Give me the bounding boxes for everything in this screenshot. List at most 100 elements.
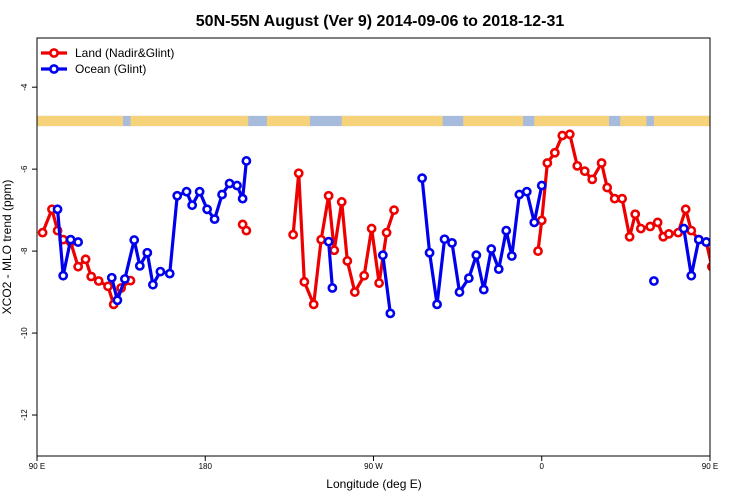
data-point bbox=[744, 301, 750, 308]
x-tick-label: 90 E bbox=[702, 462, 718, 471]
data-point bbox=[148, 279, 158, 290]
data-point bbox=[202, 204, 213, 215]
chart-title: 50N-55N August (Ver 9) 2014-09-06 to 201… bbox=[196, 13, 565, 30]
data-point bbox=[385, 308, 396, 319]
data-point bbox=[521, 186, 532, 197]
y-tick-label: -6 bbox=[20, 165, 29, 173]
data-point bbox=[649, 276, 659, 286]
data-point bbox=[103, 281, 113, 292]
data-point bbox=[119, 274, 130, 284]
data-point bbox=[86, 271, 97, 282]
series-ocean bbox=[52, 156, 749, 319]
data-point bbox=[327, 283, 338, 293]
series-layer bbox=[37, 129, 750, 319]
data-point bbox=[596, 158, 607, 168]
data-point bbox=[439, 234, 450, 245]
data-point bbox=[542, 158, 553, 168]
series-line bbox=[327, 241, 334, 289]
data-point bbox=[359, 270, 370, 281]
data-point bbox=[336, 197, 347, 207]
data-point bbox=[536, 180, 547, 191]
land-band bbox=[130, 115, 249, 127]
data-point bbox=[579, 166, 590, 177]
data-point bbox=[738, 283, 745, 290]
land-band bbox=[266, 115, 310, 127]
x-axis-label: Longitude (deg E) bbox=[326, 477, 421, 491]
data-point bbox=[316, 234, 327, 245]
data-point bbox=[716, 256, 723, 263]
x-tick-label: 90 E bbox=[29, 462, 45, 471]
land-band bbox=[463, 115, 524, 127]
x-tick-label: 0 bbox=[540, 462, 545, 471]
data-point bbox=[549, 147, 560, 158]
land-band bbox=[534, 115, 610, 127]
data-point bbox=[514, 189, 525, 200]
data-point bbox=[112, 295, 123, 306]
data-point bbox=[374, 278, 385, 288]
data-point bbox=[501, 225, 512, 236]
y-tick-label: -4 bbox=[20, 83, 29, 91]
data-point bbox=[93, 276, 104, 286]
legend-swatch-marker bbox=[49, 64, 59, 74]
data-point bbox=[417, 173, 428, 184]
data-point bbox=[329, 245, 340, 256]
data-point bbox=[630, 209, 641, 220]
data-point bbox=[377, 250, 388, 261]
data-point bbox=[645, 221, 656, 232]
legend: Land (Nadir&Glint) Ocean (Glint) bbox=[41, 46, 174, 76]
data-point bbox=[454, 287, 465, 297]
data-point bbox=[323, 190, 334, 201]
x-tick-label: 90 W bbox=[364, 462, 383, 471]
data-point bbox=[299, 276, 310, 287]
data-point bbox=[237, 193, 248, 204]
data-point bbox=[572, 160, 583, 171]
x-tick-label: 180 bbox=[199, 462, 213, 471]
data-point bbox=[609, 193, 620, 204]
data-point bbox=[323, 236, 334, 247]
data-point bbox=[680, 204, 691, 215]
y-axis-label: XCO2 - MLO trend (ppm) bbox=[0, 180, 14, 315]
data-point bbox=[493, 264, 504, 275]
data-point bbox=[424, 247, 435, 258]
series-land bbox=[37, 129, 750, 310]
y-tick-label: -10 bbox=[20, 327, 29, 339]
data-point bbox=[288, 229, 299, 240]
data-point bbox=[478, 284, 489, 295]
data-point bbox=[447, 238, 457, 248]
data-point bbox=[342, 256, 353, 266]
data-point bbox=[486, 244, 497, 254]
data-point bbox=[506, 251, 517, 261]
data-point bbox=[73, 261, 84, 272]
data-point bbox=[172, 190, 183, 201]
data-point bbox=[587, 174, 598, 185]
land-band bbox=[620, 115, 647, 127]
data-point bbox=[533, 246, 543, 256]
data-point bbox=[106, 272, 117, 283]
data-point bbox=[536, 215, 547, 226]
data-point bbox=[432, 299, 442, 310]
data-point bbox=[617, 193, 628, 204]
data-point bbox=[529, 217, 540, 228]
data-point bbox=[224, 178, 235, 189]
data-point bbox=[241, 225, 252, 236]
data-point bbox=[635, 223, 646, 234]
data-point bbox=[134, 260, 145, 271]
legend-label: Ocean (Glint) bbox=[75, 62, 146, 76]
data-point bbox=[463, 273, 474, 284]
data-point bbox=[721, 273, 728, 280]
data-point bbox=[217, 189, 227, 200]
data-point bbox=[142, 247, 153, 258]
data-point bbox=[52, 204, 63, 215]
data-point bbox=[381, 227, 392, 238]
data-point bbox=[58, 270, 69, 281]
data-point bbox=[129, 235, 140, 245]
data-point bbox=[164, 268, 175, 279]
data-point bbox=[155, 266, 166, 277]
data-point bbox=[663, 228, 674, 239]
series-line bbox=[381, 254, 392, 314]
legend-swatch-marker bbox=[49, 48, 59, 58]
land-band bbox=[341, 115, 443, 127]
data-point bbox=[742, 274, 749, 281]
data-point bbox=[181, 186, 192, 197]
